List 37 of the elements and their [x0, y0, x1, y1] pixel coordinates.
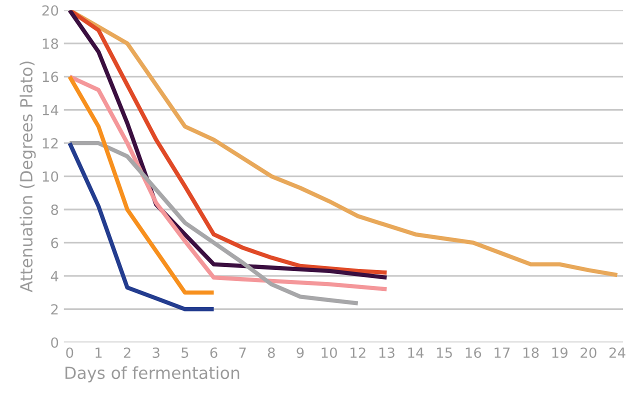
x-tick-label: 5	[182, 348, 188, 358]
y-tick-label: 0	[51, 337, 58, 348]
x-tick-label: 16	[466, 347, 482, 358]
y-tick-label: 6	[51, 238, 58, 248]
x-tick-label: 8	[268, 347, 275, 358]
x-tick-label: 7	[239, 348, 246, 358]
x-axis-title: Days of fermentation	[66, 366, 240, 382]
y-axis-title: Attenuation (Degrees Plato)	[20, 62, 36, 292]
x-tick-label: 19	[552, 347, 568, 358]
y-tick-label: 8	[51, 204, 58, 215]
line-series	[68, 74, 216, 295]
x-tick-label: 12	[350, 347, 366, 358]
y-tick-label: 4	[50, 271, 58, 282]
y-tick-label: 16	[42, 72, 58, 82]
x-tick-label: 15	[437, 348, 452, 358]
y-tick-label: 14	[42, 105, 58, 116]
x-tick-label: 14	[408, 348, 424, 358]
x-tick-label: 20	[580, 347, 596, 358]
x-tick-label: 3	[152, 347, 160, 358]
x-tick-label: 17	[494, 348, 510, 358]
line-series	[68, 141, 216, 312]
y-tick-label: 2	[51, 304, 58, 314]
x-tick-label: 18	[523, 347, 539, 358]
x-tick-label: 0	[66, 347, 74, 358]
x-tick-label: 24	[609, 347, 626, 358]
line-series	[68, 74, 389, 292]
y-tick-label: 10	[42, 171, 58, 182]
x-tick-label: 13	[379, 347, 394, 358]
x-tick-label: 9	[296, 347, 304, 358]
x-tick-label: 2	[124, 347, 130, 358]
line-series	[68, 141, 360, 306]
x-tick-label: 1	[96, 348, 102, 358]
y-tick-label: 20	[42, 5, 58, 16]
y-tick-label: 12	[42, 138, 58, 148]
y-tick-label: 18	[42, 38, 58, 49]
x-tick-label: 6	[210, 347, 218, 358]
x-tick-label: 10	[322, 347, 337, 358]
